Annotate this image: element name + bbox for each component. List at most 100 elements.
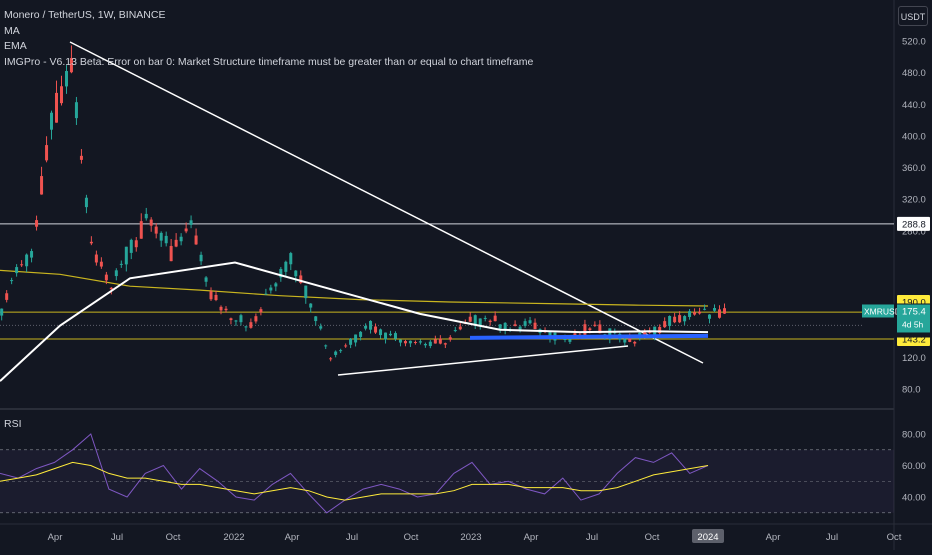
price-tick: 360.0 [902,163,926,174]
candle-body [69,58,73,73]
candle-body [149,219,153,226]
candle-body [40,176,44,195]
candle-body [174,239,178,247]
candle-body [678,315,682,323]
candle-body [204,277,208,282]
price-tick: 320.0 [902,195,926,206]
candle-body [124,246,128,265]
legend-ma[interactable]: MA [4,24,20,37]
price-axis-bg [894,0,932,550]
time-label: Jul [111,532,123,543]
candle-body [329,358,333,360]
time-label: Oct [645,532,660,543]
rsi-tick: 40.00 [902,493,926,504]
candle-body [284,261,288,272]
candle-body [84,197,88,208]
candle-body [658,326,662,334]
candle-body [488,320,492,323]
candle-body [339,350,343,352]
candle-body [229,318,233,321]
candle-body [45,145,49,161]
legend-ema[interactable]: EMA [4,40,27,52]
symbol-tag-price-bg [897,304,930,333]
candle-body [354,334,358,343]
candle-body [35,220,39,227]
candle-body [109,287,113,290]
candle-body [688,311,692,317]
time-label: Oct [887,532,902,543]
candle-body [214,294,218,301]
candle-body [60,86,63,104]
candle-body [0,308,4,316]
time-label: 2023 [460,532,481,543]
candle-body [289,253,293,265]
rsi-tick: 60.00 [902,461,926,472]
candle-body [79,155,83,160]
candle-body [388,333,392,336]
candle-body [259,309,263,313]
candle-body [94,254,98,263]
price-badge-text: 143.2 [902,335,926,346]
time-label: 2022 [223,532,244,543]
ma-line [0,261,709,382]
candle-body [708,314,711,319]
price-badge-text: 288.8 [902,219,926,230]
candle-body [713,308,716,311]
time-label: Apr [48,532,63,543]
candle-body [418,341,422,343]
candle-body [593,324,597,326]
candle-body [294,270,298,277]
candle-body [114,270,118,277]
candle-body [663,321,667,328]
price-tick: 520.0 [902,37,926,48]
candle-body [608,328,612,339]
candle-body [413,341,417,343]
candle-body [349,338,353,345]
candle-body [279,268,283,278]
candle-body [668,316,672,326]
currency-button[interactable]: USDT [898,6,928,26]
candle-body [234,320,238,322]
candle-body [398,339,402,343]
candle-body [428,341,432,347]
candle-body [264,293,268,295]
candle-body [718,309,721,318]
candle-body [209,291,213,300]
candle-body [693,312,697,315]
candle-body [723,308,726,314]
candle-body [55,92,58,123]
candle-body [448,337,452,340]
candle-body [144,213,148,219]
rsi-ma-line [0,461,709,501]
ema-line [0,269,709,307]
time-label: Apr [524,532,539,543]
time-label: Oct [404,532,419,543]
candle-body [458,326,462,330]
candle-body [15,267,19,274]
symbol-title: Monero / TetherUS, 1W, BINANCE [4,9,166,21]
symbol-tag-countdown: 4d 5h [902,319,924,329]
candle-body [184,228,188,232]
candle-body [319,326,323,329]
candle-body [119,263,123,265]
candle-body [408,340,412,344]
candle-body [194,235,198,245]
rsi-tick: 80.00 [902,430,926,441]
candle-body [25,254,29,267]
price-tick: 280.0 [902,226,926,237]
candle-body [583,324,587,335]
symbol-tag-name-bg [862,304,894,318]
candle-body [224,308,228,311]
price-badge-text: 190.0 [902,298,926,309]
price-tick: 80.0 [902,385,921,396]
time-label: Jul [346,532,358,543]
candle-body [179,236,183,242]
candle-body [274,283,278,287]
candle-body [478,318,482,326]
candle-body [134,240,138,248]
rsi-label[interactable]: RSI [4,418,22,430]
legend-imgpro[interactable]: IMGPro - V6.13 Beta: Error on bar 0: Mar… [4,55,534,68]
candle-body [364,325,368,329]
